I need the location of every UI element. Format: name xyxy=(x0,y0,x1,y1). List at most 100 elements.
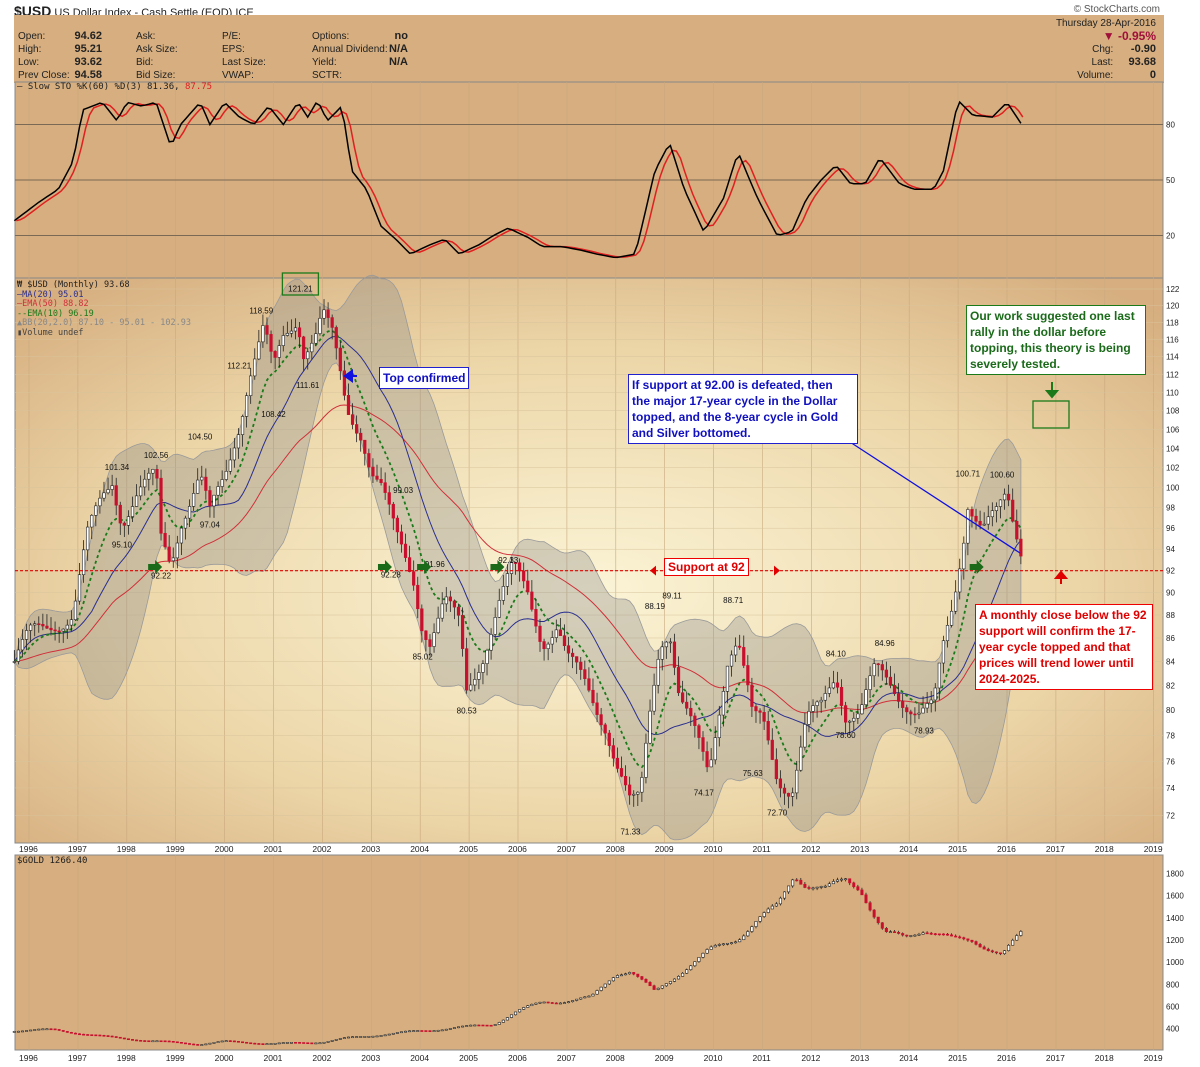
gold-candle xyxy=(872,909,876,918)
usd-candle xyxy=(192,493,196,507)
gold-candle xyxy=(294,1042,298,1044)
year-label: 2016 xyxy=(997,1053,1016,1063)
quote-labels-4: Options: Annual Dividend: Yield: SCTR: xyxy=(312,31,388,81)
usd-candle xyxy=(469,684,473,691)
usd-candle xyxy=(954,591,958,612)
gold-candle xyxy=(925,932,929,935)
gold-candle xyxy=(383,1034,387,1037)
gold-tick-label: 1600 xyxy=(1166,892,1184,901)
usd-candle xyxy=(738,645,742,648)
year-label: 2013 xyxy=(850,844,869,854)
price-label: 101.34 xyxy=(105,463,130,472)
usd-candle xyxy=(656,658,660,686)
usd-candle xyxy=(318,317,322,334)
gold-candle xyxy=(950,934,954,937)
gold-candle xyxy=(281,1042,285,1044)
gold-candle xyxy=(628,972,632,975)
gold-candle xyxy=(937,933,941,936)
usd-candle xyxy=(681,692,685,703)
gold-candle xyxy=(314,1042,318,1045)
usd-candle xyxy=(619,768,624,777)
gold-candle xyxy=(196,1044,200,1046)
usd-candle xyxy=(444,596,448,605)
gold-candle xyxy=(175,1041,179,1044)
ma20-line xyxy=(13,335,1022,737)
usd-candle xyxy=(493,617,497,635)
gold-candle xyxy=(742,935,746,941)
usd-candle xyxy=(623,776,628,786)
usd-candle xyxy=(1019,538,1023,557)
gold-candle xyxy=(770,905,774,910)
usd-candle xyxy=(571,652,575,657)
gold-candle xyxy=(25,1030,29,1032)
usd-candle xyxy=(534,609,538,627)
quote-header: Open: High: Low: Prev Close: 94.62 95.21 93.6… xyxy=(14,15,1164,83)
usd-candle xyxy=(909,711,913,715)
usd-candle xyxy=(546,643,550,650)
gold-candle xyxy=(232,1040,236,1043)
year-label: 2004 xyxy=(410,1053,429,1063)
usd-candle xyxy=(819,699,823,703)
top-box xyxy=(281,272,320,296)
green-arrow-icon xyxy=(377,560,392,574)
gold-candle xyxy=(338,1038,342,1040)
gold-candle xyxy=(375,1035,379,1038)
gold-candle xyxy=(860,889,864,896)
gold-candle xyxy=(440,1029,444,1032)
gold-candle xyxy=(404,1030,408,1033)
price-label: 88.71 xyxy=(723,596,744,605)
gold-candle xyxy=(697,957,701,962)
usd-candle xyxy=(285,333,289,336)
gold-candle xyxy=(143,1040,147,1042)
usd-candle xyxy=(69,619,73,626)
gold-candle xyxy=(681,972,685,977)
price-tick-label: 118 xyxy=(1166,318,1179,327)
year-label: 1999 xyxy=(166,844,185,854)
gold-candle xyxy=(86,1034,90,1036)
gold-candle xyxy=(204,1043,208,1046)
usd-candle xyxy=(236,434,241,449)
gold-candle xyxy=(473,1024,477,1027)
sto-tick-label: 50 xyxy=(1166,176,1175,185)
usd-candle xyxy=(359,432,363,441)
gold-candle xyxy=(147,1040,151,1043)
gold-candle xyxy=(261,1043,265,1045)
year-label: 2007 xyxy=(557,1053,576,1063)
price-label: 75.63 xyxy=(743,769,764,778)
usd-candle xyxy=(220,479,224,487)
year-label: 2015 xyxy=(948,1053,967,1063)
gold-candle xyxy=(844,878,848,881)
usd-candle xyxy=(350,414,355,425)
sto-tick-label: 80 xyxy=(1166,121,1175,130)
usd-candle xyxy=(440,603,444,619)
usd-candle xyxy=(126,516,131,526)
gold-candle xyxy=(530,1003,534,1007)
gold-candle xyxy=(819,886,823,888)
gold-candle xyxy=(990,950,994,953)
year-label: 2018 xyxy=(1095,844,1114,854)
usd-candle xyxy=(403,543,408,558)
gold-candle xyxy=(876,916,880,924)
gold-candle xyxy=(823,885,827,888)
usd-candle xyxy=(200,476,204,481)
usd-candle xyxy=(281,335,285,346)
gold-candle xyxy=(249,1042,253,1045)
usd-candle xyxy=(892,685,897,695)
gold-candle xyxy=(807,887,811,889)
gold-candle xyxy=(644,978,648,983)
gold-candle xyxy=(620,974,624,977)
gold-candle xyxy=(721,943,725,946)
gold-candle xyxy=(958,936,962,939)
usd-candle xyxy=(436,617,440,633)
gold-candle xyxy=(672,978,676,982)
usd-candle xyxy=(322,309,326,319)
usd-candle xyxy=(966,509,970,544)
usd-candle xyxy=(713,737,717,761)
usd-candle xyxy=(852,717,856,722)
sto-k-line xyxy=(13,100,1022,259)
usd-candle xyxy=(20,639,25,651)
gold-candle xyxy=(273,1042,277,1045)
gold-candle xyxy=(359,1036,363,1038)
gold-candle xyxy=(102,1034,106,1037)
usd-candle xyxy=(868,675,872,690)
